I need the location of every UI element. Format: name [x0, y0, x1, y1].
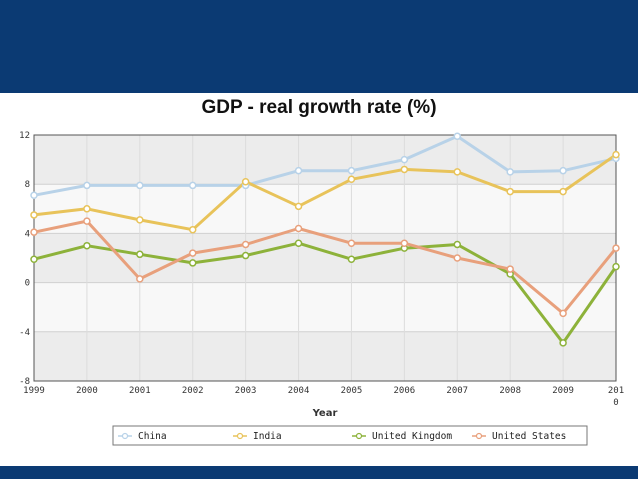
x-axis-ticks: 1999 2000 2001 2002 2003 2004 2005 2006 2007 2008…	[23, 386, 624, 408]
legend-swatch-marker-india	[236, 432, 244, 440]
series-line-united-kingdom	[32, 241, 618, 345]
data-point-india	[612, 150, 620, 159]
slide-footer-band	[0, 466, 638, 479]
series-points	[30, 132, 620, 347]
y-tick-label: -4	[19, 328, 30, 338]
grid-band	[34, 331, 616, 381]
data-point-china	[559, 166, 567, 175]
data-point-united-kingdom	[559, 339, 567, 347]
x-tick-label: 2004	[288, 386, 310, 396]
slide-header-band	[0, 0, 638, 93]
data-point-china	[400, 155, 409, 164]
data-point-united-states	[136, 275, 144, 283]
data-point-united-kingdom	[83, 241, 91, 250]
series-line-united-states	[32, 219, 618, 315]
legend-label-china: China	[138, 431, 167, 442]
grid-band	[34, 135, 616, 185]
legend-label-india: India	[253, 431, 282, 442]
data-point-united-kingdom	[241, 251, 250, 260]
x-tick-label: 2008	[499, 386, 521, 396]
legend-swatch-marker-united-kingdom	[355, 432, 363, 440]
data-point-india	[188, 225, 197, 234]
data-point-china	[453, 132, 462, 140]
grid-band	[34, 282, 616, 332]
data-point-united-states	[347, 239, 356, 247]
data-point-china	[136, 181, 144, 190]
data-point-india	[241, 177, 250, 186]
data-point-united-kingdom	[188, 259, 197, 267]
data-point-china	[506, 168, 514, 176]
chart-title: GDP - real growth rate (%)	[201, 97, 437, 118]
data-point-united-states	[83, 217, 91, 225]
x-tick-label: 201	[608, 386, 624, 396]
x-tick-label: 2005	[341, 386, 363, 396]
legend-label-united-states: United States	[492, 431, 566, 442]
data-point-united-kingdom	[612, 262, 620, 271]
legend-swatch-marker-united-states	[475, 432, 483, 440]
data-point-india	[30, 211, 38, 219]
x-tick-label: 2002	[182, 386, 204, 396]
data-point-united-states	[612, 244, 620, 252]
data-point-united-states	[294, 224, 303, 233]
gdp-line-chart: 12 8 4 0 -4 -8 1999 2000 2001 2002 2003 2004 2005 20…	[19, 131, 624, 446]
data-point-united-states	[559, 309, 567, 318]
data-point-india	[400, 165, 409, 174]
x-tick-label: 1999	[23, 386, 45, 396]
data-point-united-states	[241, 240, 250, 249]
data-point-united-kingdom	[453, 240, 462, 249]
data-point-united-kingdom	[136, 250, 144, 259]
data-point-india	[506, 187, 514, 196]
legend-label-united-kingdom: United Kingdom	[372, 431, 452, 442]
x-axis-title: Year	[312, 408, 338, 419]
y-tick-label: 0	[25, 279, 30, 289]
data-point-united-kingdom	[347, 255, 356, 263]
y-axis-ticks: 12 8 4 0 -4 -8	[19, 131, 30, 387]
data-point-india	[347, 175, 356, 184]
legend-box	[112, 425, 588, 446]
grid-band	[34, 233, 616, 283]
y-tick-label: -8	[19, 377, 30, 387]
data-point-india	[453, 168, 462, 176]
data-point-china	[294, 166, 303, 175]
gridlines	[33, 134, 617, 382]
x-tick-label-continued: 0	[613, 398, 618, 408]
legend-swatch-marker-china	[121, 432, 129, 440]
x-tick-label: 2006	[394, 386, 416, 396]
x-tick-label: 2009	[552, 386, 574, 396]
data-point-united-states	[30, 228, 38, 236]
data-point-india	[83, 205, 91, 213]
x-tick-label: 2001	[129, 386, 151, 396]
data-point-united-states	[453, 254, 462, 262]
y-tick-label: 12	[19, 131, 30, 141]
x-tick-label: 2007	[446, 386, 468, 396]
data-point-united-states	[506, 265, 514, 273]
series-line-china	[32, 134, 618, 197]
x-tick-label: 2003	[235, 386, 257, 396]
data-point-china	[30, 191, 38, 200]
x-tick-label: 2000	[76, 386, 98, 396]
data-point-united-kingdom	[30, 255, 38, 263]
legend: China India United Kingdom United States	[112, 425, 588, 446]
data-point-united-kingdom	[294, 239, 303, 247]
data-point-united-states	[188, 249, 197, 257]
data-point-india	[559, 187, 567, 196]
y-tick-label: 8	[25, 180, 30, 190]
series-lines	[32, 134, 618, 345]
data-point-india	[294, 202, 303, 211]
data-point-china	[347, 166, 356, 175]
series-line-india	[32, 153, 618, 232]
data-point-united-states	[400, 239, 409, 247]
y-tick-label: 4	[25, 229, 30, 239]
data-point-china	[83, 181, 91, 190]
data-point-china	[188, 181, 197, 190]
data-point-india	[136, 216, 144, 224]
